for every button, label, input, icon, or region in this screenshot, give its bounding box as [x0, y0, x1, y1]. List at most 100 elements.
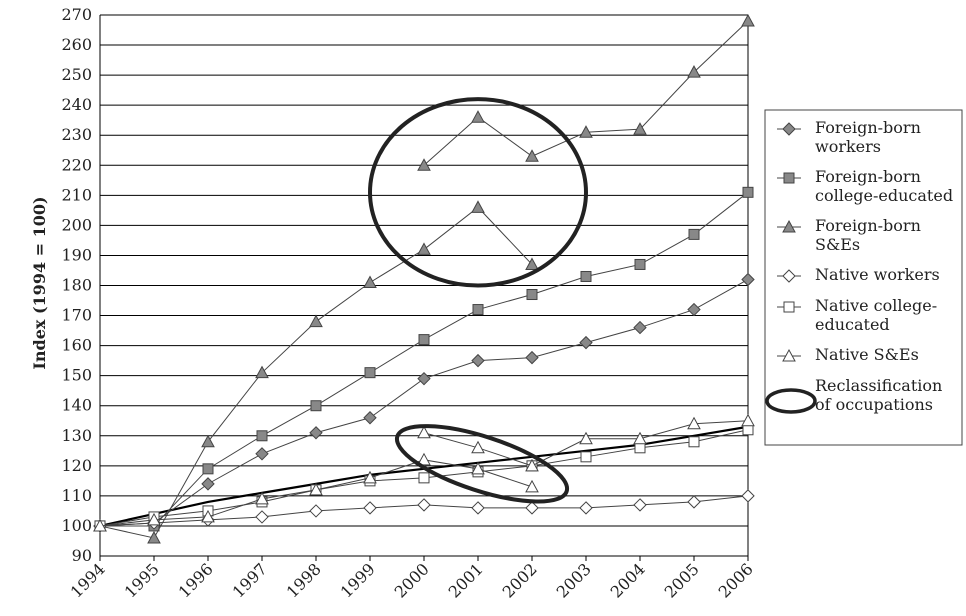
y-tick-label-240: 240 [61, 95, 92, 114]
series-0-point-2000 [417, 371, 431, 386]
series-2-point-2000-1 [417, 158, 431, 171]
legend-label-line-1-1: college-educated [815, 186, 953, 205]
series-5-point-2004-1 [633, 431, 647, 445]
x-tick-label-2006: 2006 [715, 559, 757, 601]
y-tick-label-160: 160 [61, 336, 92, 355]
series-2-line-1 [423, 20, 749, 166]
legend-label-0: Foreign-born workers [815, 118, 921, 156]
series-5-point-2001-1 [471, 440, 485, 454]
series-0-point-2005 [687, 302, 701, 317]
x-tick-label-1996: 1996 [175, 559, 217, 601]
series-1-point-1998 [310, 400, 322, 412]
x-tick-label-1997: 1997 [229, 559, 271, 601]
series-0-point-1998 [309, 426, 323, 440]
y-tick-label-140: 140 [61, 396, 92, 415]
series-2-point-2001-1 [471, 110, 485, 123]
x-tick-label-2001: 2001 [445, 559, 487, 601]
series-2-point-2002-1 [525, 149, 539, 162]
series-1-point-2001 [472, 304, 484, 316]
y-tick-label-150: 150 [61, 366, 92, 385]
legend-label-line-0-0: Foreign-born [815, 118, 921, 137]
series-5-point-1997-0 [255, 491, 269, 505]
series-3-point-2001 [471, 501, 485, 515]
series-layer [93, 13, 755, 544]
series-4-point-2006 [742, 424, 754, 436]
legend-marker-2 [782, 219, 796, 233]
legend-item-2: Foreign-born S&Es [777, 216, 921, 254]
series-2-point-2000-0 [417, 242, 431, 255]
series-3-point-2006 [741, 489, 755, 503]
legend-marker-3 [782, 269, 796, 283]
series-2-point-1995-0 [147, 530, 161, 544]
series-0-point-1996 [201, 477, 215, 491]
series-0 [93, 272, 755, 533]
series-3-point-1998 [309, 504, 323, 518]
legend-label-line-3-0: Native workers [815, 265, 940, 284]
x-tick-label-2003: 2003 [553, 559, 595, 601]
series-2-point-1997-0 [255, 365, 269, 379]
y-tick-label-170: 170 [61, 306, 92, 325]
y-tick-label-260: 260 [61, 35, 92, 54]
legend-item-1: Foreign-born college-educated [777, 167, 953, 205]
series-1 [94, 186, 754, 532]
legend-marker-1 [783, 172, 795, 184]
series-4-point-2003 [580, 451, 592, 463]
series-1-point-2004 [634, 258, 646, 270]
series-2-point-2002-0 [525, 257, 539, 270]
series-0-point-2002 [525, 350, 539, 365]
legend-label-line-4-0: Native college- [815, 296, 937, 315]
x-tick-label-1995: 1995 [121, 559, 163, 601]
x-tick-label-2002: 2002 [499, 559, 541, 601]
y-tick-label-90: 90 [72, 546, 92, 565]
x-tick-label-1994: 1994 [67, 559, 109, 601]
legend-label-line-2-1: S&Es [815, 235, 860, 254]
legend-label-line-0-1: workers [815, 137, 881, 156]
series-0-point-2001 [471, 353, 485, 368]
y-tick-label-200: 200 [61, 215, 92, 234]
series-2-point-2004-1 [633, 122, 647, 135]
y-axis-label: Index (1994 = 100) [30, 196, 49, 369]
series-3-point-2000 [417, 498, 431, 512]
series-3-point-2004 [633, 498, 647, 512]
legend-label-5: Native S&Es [815, 345, 919, 364]
series-1-point-2005 [688, 228, 700, 240]
series-2-point-1996-0 [201, 434, 215, 448]
series-1-point-1996 [202, 463, 214, 475]
legend-marker-6 [765, 388, 817, 414]
y-tick-label-110: 110 [61, 486, 92, 505]
y-tick-label-270: 270 [61, 5, 92, 24]
legend-label-line-1-0: Foreign-born [815, 167, 921, 186]
series-5-point-1999-0 [363, 470, 377, 484]
y-tick-label-130: 130 [61, 426, 92, 445]
y-tick-label-190: 190 [61, 245, 92, 264]
x-tick-label-1998: 1998 [283, 559, 325, 601]
series-2-point-1998-0 [309, 314, 323, 328]
legend-marker-0 [782, 122, 796, 136]
series-2-point-2006-1 [741, 13, 755, 27]
series-5-point-2000-0 [417, 452, 431, 466]
legend-label-line-4-1: educated [815, 315, 890, 334]
series-5-point-2005-1 [687, 416, 701, 430]
y-tick-label-250: 250 [61, 65, 92, 84]
series-5-point-2000-1 [417, 425, 431, 439]
series-5-point-2006-1 [741, 413, 755, 427]
series-5-point-1995-0 [147, 512, 161, 526]
x-tick-label-2005: 2005 [661, 559, 703, 601]
series-1-point-2000 [418, 334, 430, 346]
series-4-point-2005 [688, 436, 700, 448]
series-0-point-2003 [579, 335, 593, 350]
legend-marker-5 [782, 348, 796, 362]
legend-label-line-6-0: Reclassification [815, 376, 942, 395]
annotations-layer [368, 97, 588, 504]
series-0-point-1997 [255, 447, 269, 461]
y-tick-label-120: 120 [61, 456, 92, 475]
series-4-point-2004 [634, 442, 646, 454]
series-1-point-1999 [364, 367, 376, 379]
series-5-point-1998-0 [309, 482, 323, 496]
legend-label-2: Foreign-born S&Es [815, 216, 921, 254]
series-5-point-2003-1 [579, 431, 593, 445]
series-2-point-2003-1 [579, 125, 593, 138]
series-3-point-2002 [525, 501, 539, 515]
